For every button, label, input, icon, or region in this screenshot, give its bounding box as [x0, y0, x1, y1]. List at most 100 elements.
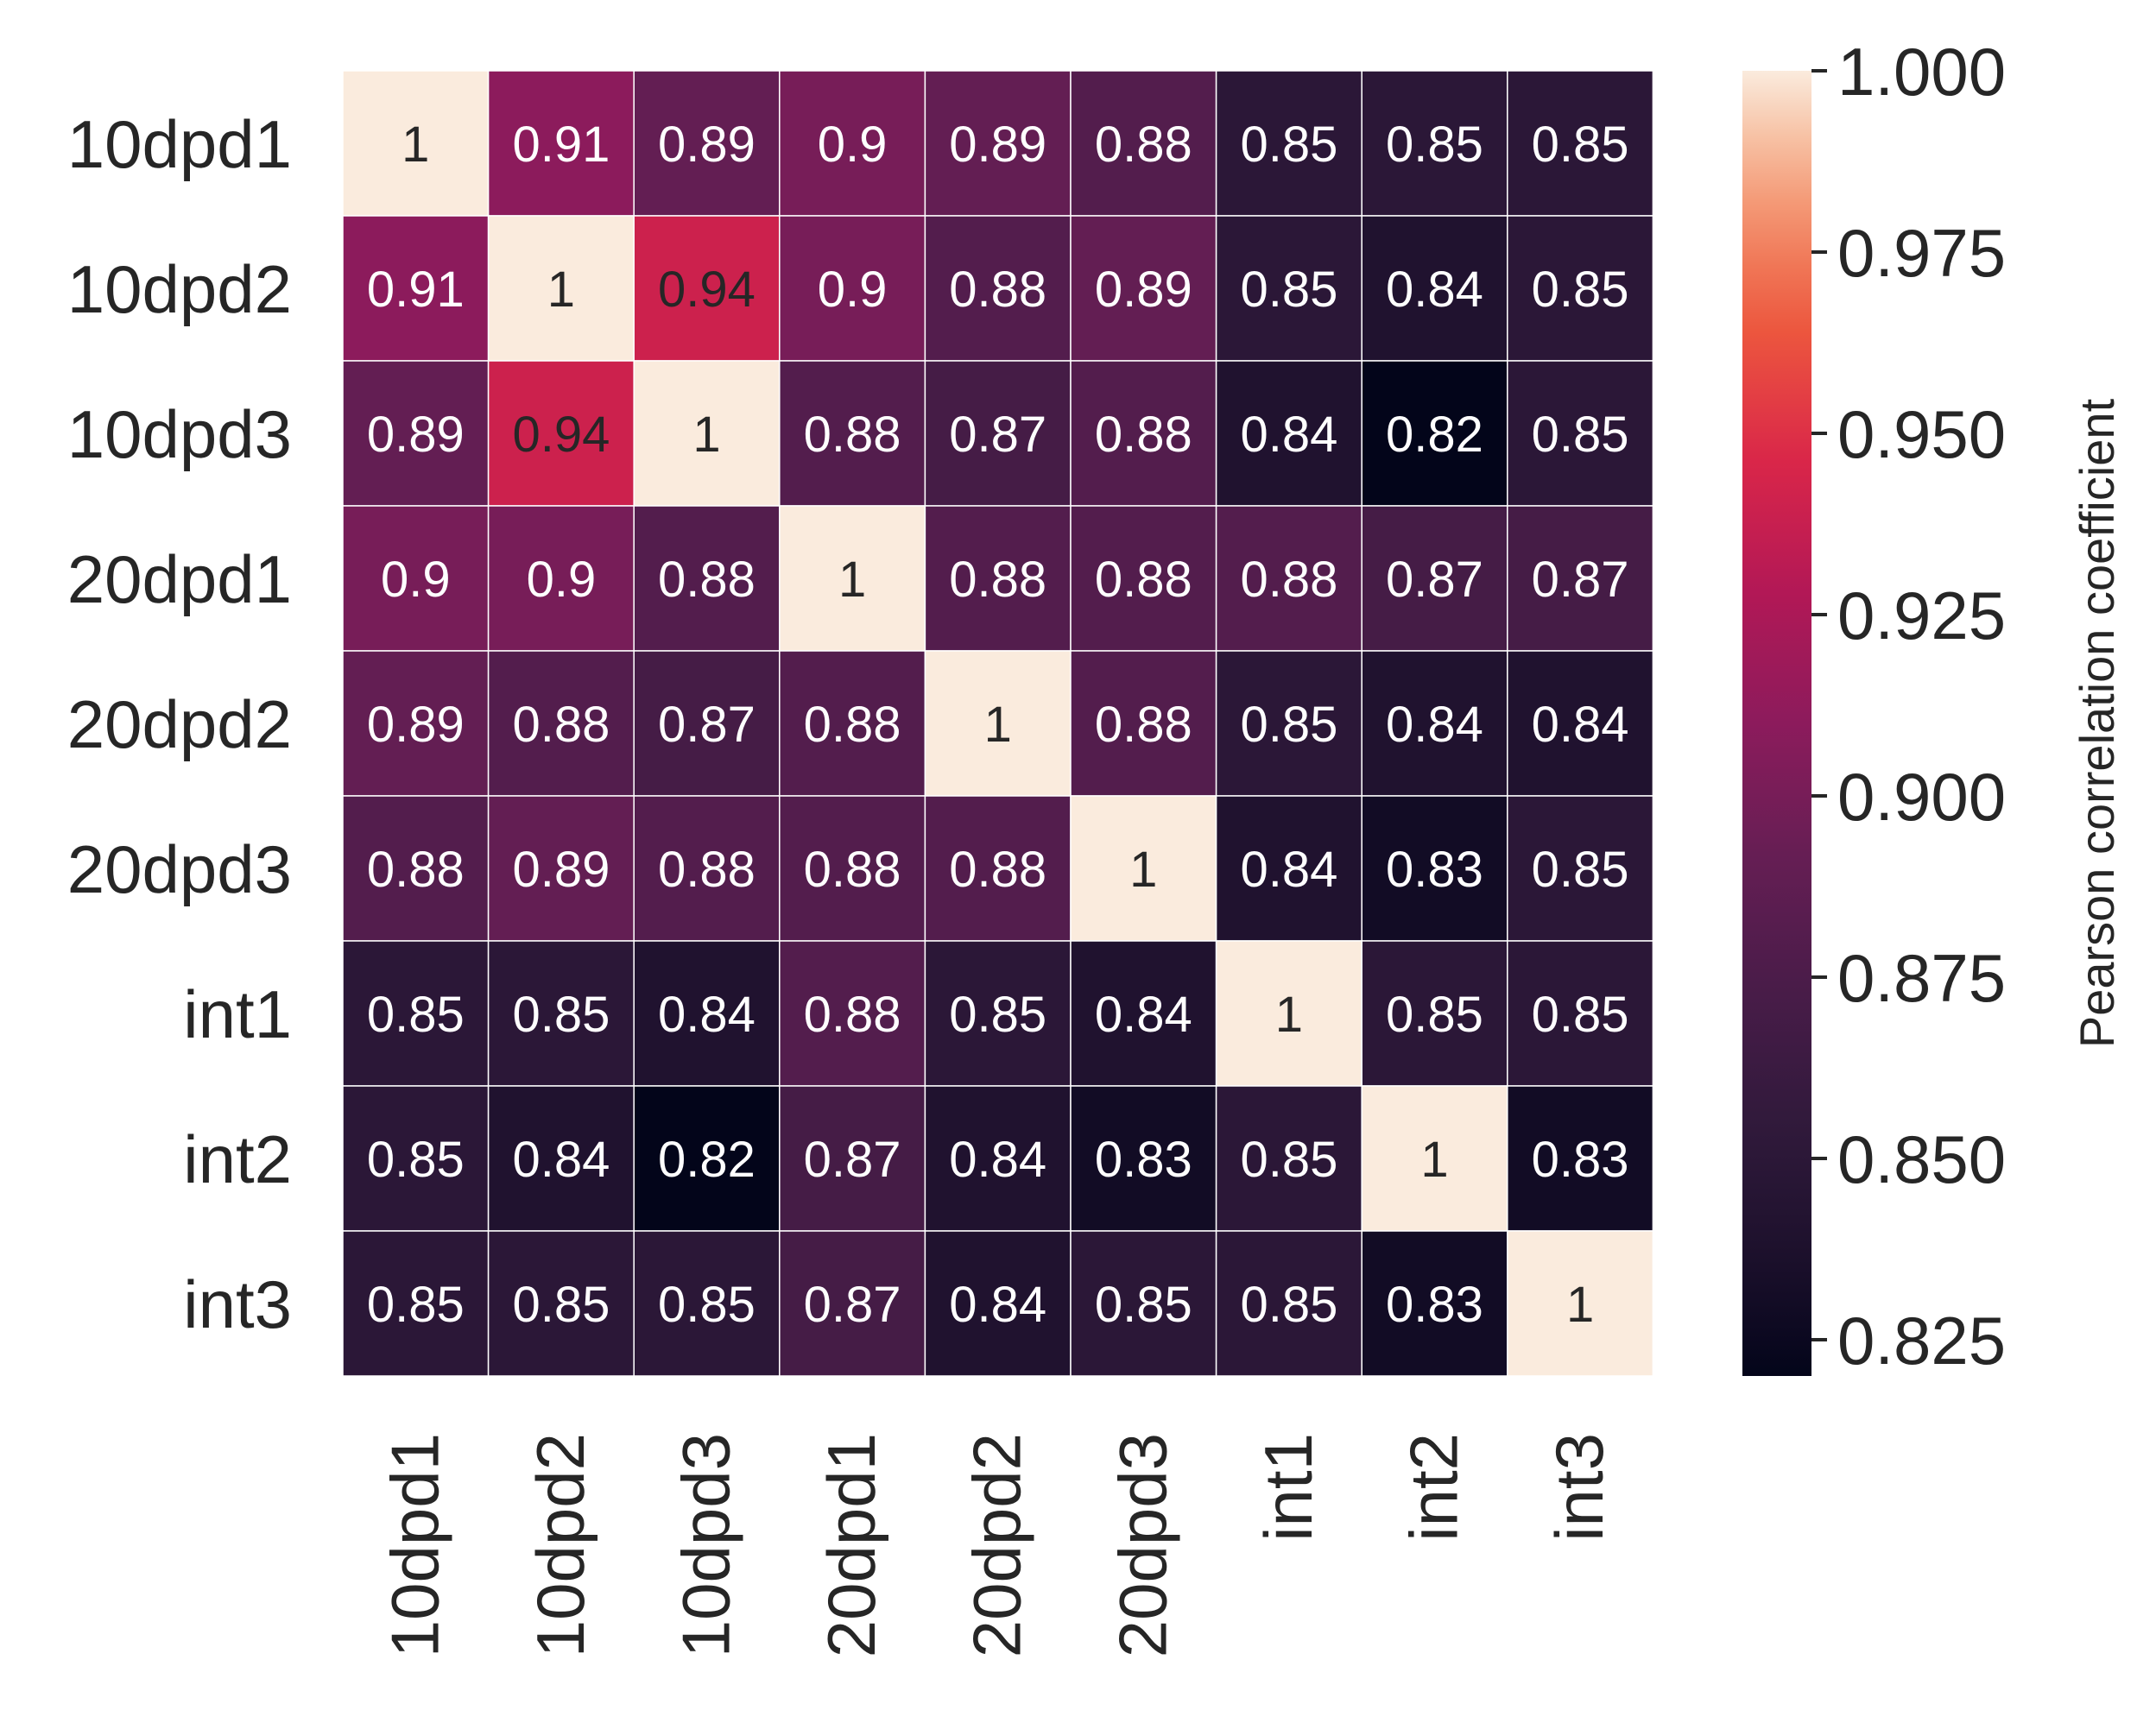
heatmap-cell	[779, 360, 926, 507]
cell-value-label: 0.87	[658, 697, 756, 753]
cell-value-label: 0.85	[1240, 262, 1337, 318]
cell-value-label: 0.85	[1386, 987, 1483, 1043]
colorbar-ticks: 1.000 0.975 0.950 0.925 0.900 0.875 0.850 0.825	[1811, 34, 2006, 1379]
heatmap-cell	[487, 1230, 635, 1377]
row-label: 10dpd1	[67, 106, 292, 182]
heatmap-cell	[779, 650, 926, 797]
column-label: 10dpd3	[668, 1433, 744, 1657]
heatmap-cell	[633, 215, 781, 362]
cell-value-label: 0.85	[1240, 1277, 1337, 1333]
row-label: int3	[183, 1266, 292, 1342]
cell-value-label: 0.85	[1095, 1277, 1192, 1333]
cell-value-label: 0.84	[658, 987, 756, 1043]
colorbar	[1742, 71, 1811, 1376]
cell-value-label: 0.88	[658, 842, 756, 898]
colorbar-tick-label: 0.875	[1837, 940, 2006, 1016]
heatmap-cell	[1507, 1085, 1654, 1232]
colorbar-tick-label: 0.925	[1837, 577, 2006, 653]
cell-value-label: 0.94	[658, 262, 756, 318]
cell-value-label: 0.88	[1095, 407, 1192, 463]
heatmap-cell	[633, 650, 781, 797]
cell-value-label: 0.85	[1532, 262, 1629, 318]
heatmap-cell	[924, 70, 1072, 217]
heatmap-cell	[487, 795, 635, 942]
cell-value-label: 0.84	[1386, 262, 1483, 318]
cell-value-label: 0.84	[949, 1277, 1046, 1333]
row-label: int1	[183, 976, 292, 1052]
heatmap-cell	[1215, 215, 1363, 362]
cell-value-label: 0.83	[1095, 1132, 1192, 1188]
cell-value-label: 0.84	[1240, 842, 1337, 898]
cell-value-label: 1	[401, 117, 429, 173]
heatmap-cell	[779, 1230, 926, 1377]
heatmap-cell	[342, 505, 490, 652]
heatmap-cell	[779, 1085, 926, 1232]
cell-value-label: 1	[1566, 1277, 1594, 1333]
heatmap-cell	[1361, 795, 1508, 942]
heatmap-cell	[779, 215, 926, 362]
heatmap-cell	[1361, 215, 1508, 362]
colorbar-tick-label: 0.975	[1837, 215, 2006, 291]
cell-value-label: 0.88	[949, 262, 1046, 318]
column-label: int3	[1541, 1433, 1617, 1542]
cell-value-label: 0.91	[512, 117, 610, 173]
heatmap-cell	[1070, 1085, 1217, 1232]
heatmap-cell	[1507, 360, 1654, 507]
cell-value-label: 0.88	[949, 552, 1046, 608]
colorbar-tick-label: 0.825	[1837, 1303, 2006, 1379]
heatmap-cell	[633, 940, 781, 1087]
column-label: 10dpd1	[376, 1433, 452, 1657]
cell-value-label: 0.85	[367, 1277, 465, 1333]
cell-value-label: 0.85	[1386, 117, 1483, 173]
heatmap-cell	[924, 360, 1072, 507]
colorbar-tick-label: 0.850	[1837, 1121, 2006, 1197]
column-label: int1	[1250, 1433, 1326, 1542]
heatmap-cell	[633, 1230, 781, 1377]
heatmap-cell	[1361, 505, 1508, 652]
cell-value-label: 1	[692, 407, 720, 463]
heatmap-cell	[1070, 215, 1217, 362]
cell-value-label: 0.88	[1095, 552, 1192, 608]
cell-value-label: 0.85	[1240, 697, 1337, 753]
cell-value-label: 0.84	[1095, 987, 1192, 1043]
heatmap-cell	[487, 505, 635, 652]
heatmap-cell	[1507, 795, 1654, 942]
heatmap-cell	[779, 795, 926, 942]
cell-value-label: 1	[984, 697, 1012, 753]
cell-value-label: 0.84	[1240, 407, 1337, 463]
cell-value-label: 0.88	[512, 697, 610, 753]
cell-value-label: 1	[547, 262, 575, 318]
heatmap-cell	[1215, 650, 1363, 797]
cell-value-label: 0.89	[658, 117, 756, 173]
column-label: 20dpd1	[813, 1433, 889, 1657]
row-label: 10dpd3	[67, 396, 292, 472]
heatmap-cell	[924, 1230, 1072, 1377]
row-label: int2	[183, 1121, 292, 1197]
heatmap-cell	[633, 1085, 781, 1232]
heatmap-cell	[633, 360, 781, 507]
cell-value-label: 0.85	[512, 987, 610, 1043]
row-label: 20dpd2	[67, 686, 292, 762]
heatmap-cell	[1361, 70, 1508, 217]
colorbar-tick-label: 0.950	[1837, 396, 2006, 472]
cell-value-label: 0.85	[512, 1277, 610, 1333]
cell-value-label: 0.88	[804, 697, 901, 753]
heatmap-cell	[1215, 1230, 1363, 1377]
cell-value-label: 0.9	[818, 117, 888, 173]
heatmap-cell	[924, 795, 1072, 942]
cell-value-label: 0.84	[512, 1132, 610, 1188]
colorbar-tick-label: 1.000	[1837, 34, 2006, 110]
cell-value-label: 0.88	[804, 842, 901, 898]
heatmap-cell	[342, 795, 490, 942]
cell-value-label: 0.85	[1532, 117, 1629, 173]
heatmap-cell	[924, 215, 1072, 362]
column-label: 20dpd3	[1104, 1433, 1180, 1657]
cell-value-label: 0.83	[1386, 842, 1483, 898]
cell-value-label: 0.87	[804, 1277, 901, 1333]
heatmap-cell	[1507, 650, 1654, 797]
heatmap-cell	[1215, 940, 1363, 1087]
heatmap-cell	[1507, 215, 1654, 362]
row-labels: 10dpd1 10dpd2 10dpd3 20dpd1 20dpd2 20dpd3 int1…	[67, 106, 292, 1342]
cell-value-label: 0.84	[1386, 697, 1483, 753]
cell-value-label: 0.87	[949, 407, 1046, 463]
